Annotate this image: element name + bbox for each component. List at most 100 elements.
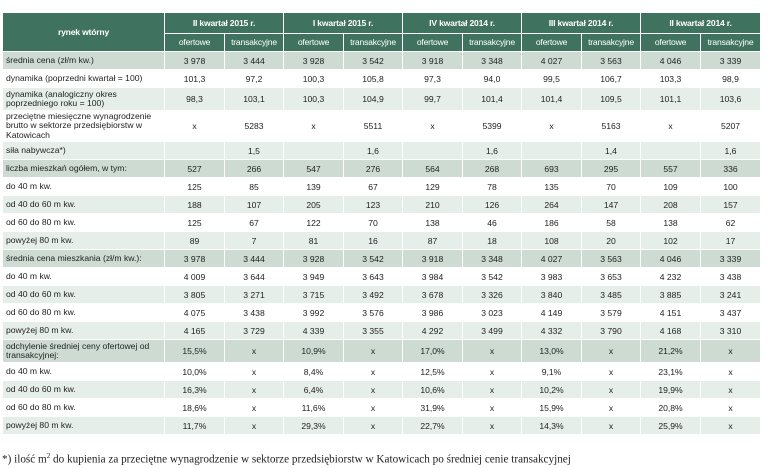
sub-header-offer: ofertowe: [521, 32, 582, 53]
table-row: od 60 do 80 m kw. 18,6% x 11,6% x 31,9% x 15,9%…: [2, 398, 761, 417]
cell-transaction-value: 276: [343, 159, 403, 178]
cell-transaction-value: 3 348: [462, 51, 522, 70]
cell-transaction-value: 266: [224, 159, 284, 178]
quarter-header: I kwartał 2015 r.: [283, 12, 403, 34]
cell-offer-value: 3 918: [402, 249, 463, 268]
cell-transaction-value: x: [700, 398, 761, 417]
cell-offer-value: 4 027: [521, 249, 582, 268]
cell-transaction-value: 3 310: [700, 321, 761, 340]
cell-offer-value: 264: [521, 195, 582, 214]
cell-transaction-value: 5163: [581, 110, 641, 142]
cell-offer-value: 4 292: [402, 321, 463, 340]
cell-transaction-value: 3 437: [700, 303, 761, 322]
cell-transaction-value: x: [581, 362, 641, 381]
cell-offer-value: 22,7%: [402, 416, 463, 435]
cell-offer-value: 4 027: [521, 51, 582, 70]
cell-transaction-value: x: [343, 362, 403, 381]
cell-transaction-value: 106,7: [581, 69, 641, 88]
cell-offer-value: 4 151: [640, 303, 701, 322]
cell-transaction-value: 101,4: [462, 87, 522, 111]
cell-offer-value: 138: [640, 213, 701, 232]
cell-transaction-value: x: [224, 416, 284, 435]
cell-transaction-value: x: [224, 339, 284, 363]
cell-offer-value: 11,6%: [283, 398, 344, 417]
table-row: średnia cena (zł/m kw.) 3 978 3 444 3 928 3 …: [2, 51, 761, 70]
cell-offer-value: 99,5: [521, 69, 582, 88]
cell-transaction-value: 78: [462, 177, 522, 196]
cell-transaction-value: 3 563: [581, 51, 641, 70]
cell-transaction-value: 3 339: [700, 249, 761, 268]
cell-offer-value: 12,5%: [402, 362, 463, 381]
cell-transaction-value: 3 348: [462, 249, 522, 268]
cell-offer-value: 125: [164, 177, 225, 196]
cell-offer-value: 100,3: [283, 87, 344, 111]
cell-offer-value: 4 339: [283, 321, 344, 340]
cell-offer-value: 4 232: [640, 267, 701, 286]
cell-transaction-value: 97,2: [224, 69, 284, 88]
cell-transaction-value: x: [581, 398, 641, 417]
cell-transaction-value: 67: [343, 177, 403, 196]
cell-offer-value: [402, 141, 463, 160]
cell-offer-value: 547: [283, 159, 344, 178]
row-label: do 40 m kw.: [2, 362, 165, 381]
cell-offer-value: 3 978: [164, 51, 225, 70]
cell-offer-value: x: [164, 110, 225, 142]
cell-transaction-value: 18: [462, 231, 522, 250]
sub-header-transaction: transakcyjne: [224, 32, 284, 53]
cell-offer-value: 102: [640, 231, 701, 250]
row-label: od 60 do 80 m kw.: [2, 213, 165, 232]
cell-offer-value: 4 046: [640, 249, 701, 268]
cell-offer-value: 87: [402, 231, 463, 250]
cell-transaction-value: 3 644: [224, 267, 284, 286]
table-row: przeciętne miesięczne wynagrodzenie brut…: [2, 110, 761, 142]
cell-offer-value: 3 885: [640, 285, 701, 304]
cell-transaction-value: 16: [343, 231, 403, 250]
cell-offer-value: 20,8%: [640, 398, 701, 417]
sub-header-offer: ofertowe: [283, 32, 344, 53]
cell-offer-value: 129: [402, 177, 463, 196]
cell-transaction-value: 94,0: [462, 69, 522, 88]
cell-transaction-value: x: [581, 380, 641, 399]
cell-transaction-value: 70: [581, 177, 641, 196]
cell-offer-value: 3 678: [402, 285, 463, 304]
cell-transaction-value: 3 271: [224, 285, 284, 304]
cell-offer-value: 8,4%: [283, 362, 344, 381]
cell-transaction-value: x: [462, 380, 522, 399]
cell-transaction-value: 147: [581, 195, 641, 214]
cell-offer-value: 205: [283, 195, 344, 214]
cell-transaction-value: 100: [700, 177, 761, 196]
cell-offer-value: x: [640, 110, 701, 142]
cell-offer-value: 10,6%: [402, 380, 463, 399]
cell-transaction-value: 85: [224, 177, 284, 196]
cell-transaction-value: 3 790: [581, 321, 641, 340]
cell-transaction-value: x: [700, 416, 761, 435]
cell-transaction-value: x: [700, 380, 761, 399]
cell-offer-value: [283, 141, 344, 160]
table-row: powyżej 80 m kw. 89 7 81 16 87 18 108 20 102 17: [2, 231, 761, 250]
table-row: powyżej 80 m kw. 4 165 3 729 4 339 3 355 4 29…: [2, 321, 761, 340]
cell-offer-value: 10,9%: [283, 339, 344, 363]
sub-header-transaction: transakcyjne: [581, 32, 641, 53]
cell-offer-value: 4 009: [164, 267, 225, 286]
row-label: liczba mieszkań ogółem, w tym:: [2, 159, 165, 178]
cell-offer-value: 6,4%: [283, 380, 344, 399]
cell-offer-value: 3 805: [164, 285, 225, 304]
cell-offer-value: 564: [402, 159, 463, 178]
cell-offer-value: 3 840: [521, 285, 582, 304]
cell-transaction-value: 3 576: [343, 303, 403, 322]
cell-offer-value: [640, 141, 701, 160]
cell-offer-value: 3 984: [402, 267, 463, 286]
cell-transaction-value: 3 643: [343, 267, 403, 286]
table-row: siła nabywcza*) 1,5 1,6 1,6 1,4 1,6: [2, 141, 761, 160]
cell-offer-value: 4 165: [164, 321, 225, 340]
table-row: od 40 do 60 m kw. 3 805 3 271 3 715 3 492 3 6…: [2, 285, 761, 304]
table-row: powyżej 80 m kw. 11,7% x 29,3% x 22,7% x 14,3% x…: [2, 416, 761, 435]
cell-transaction-value: 3 438: [224, 303, 284, 322]
table-row: od 40 do 60 m kw. 188 107 205 123 210 126 264 14…: [2, 195, 761, 214]
cell-transaction-value: 46: [462, 213, 522, 232]
cell-offer-value: 4 075: [164, 303, 225, 322]
cell-transaction-value: 3 485: [581, 285, 641, 304]
quarter-header: II kwartał 2014 r.: [640, 12, 761, 34]
cell-transaction-value: 3 023: [462, 303, 522, 322]
cell-offer-value: 25,9%: [640, 416, 701, 435]
